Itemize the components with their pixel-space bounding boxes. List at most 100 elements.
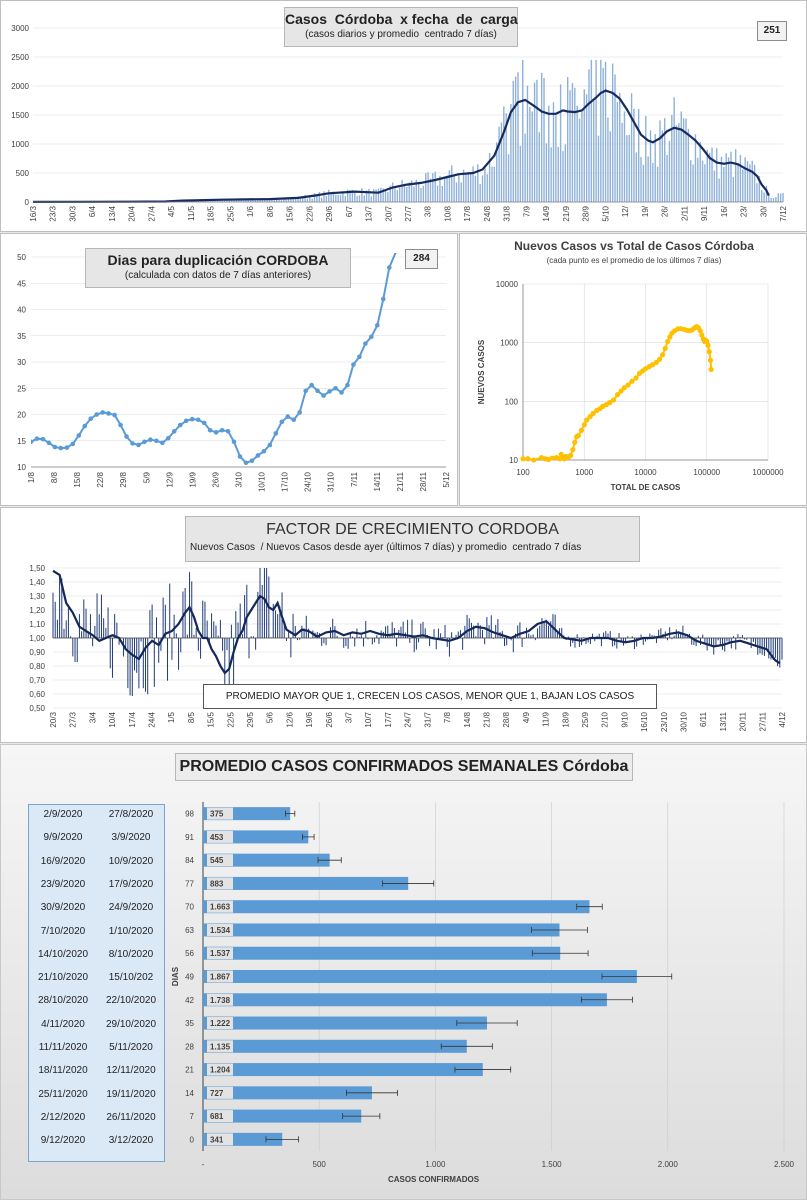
doubling-days-chart-panel: 10 15 20 25 30 35 40 45 50 1/8 8/8 15/8 22/8 29/8 5/9 1… bbox=[0, 233, 458, 506]
y-axis-title: NUEVOS CASOS bbox=[477, 339, 486, 404]
doubling-point bbox=[148, 437, 153, 442]
doubling-point bbox=[237, 454, 243, 459]
x-tick-label: 19/9 bbox=[188, 471, 197, 487]
weekly-average-title-box: PROMEDIO CASOS CONFIRMADOS SEMANALES Cór… bbox=[175, 753, 633, 781]
doubling-point bbox=[345, 382, 350, 388]
doubling-point bbox=[70, 441, 76, 447]
y-tick-label: 0,60 bbox=[29, 690, 45, 699]
trajectory-point bbox=[584, 417, 590, 423]
doubling-point bbox=[225, 429, 231, 434]
trajectory-point bbox=[625, 382, 631, 388]
x-tick-label: 5/6 bbox=[266, 711, 275, 723]
trajectory-point bbox=[659, 352, 666, 358]
doubling-point bbox=[130, 441, 135, 446]
x-tick-label: 24/7 bbox=[404, 711, 413, 727]
week-start-date: 29/10/2020 bbox=[105, 1018, 157, 1030]
x-tick-label: 16/ bbox=[720, 205, 729, 217]
doubling-point bbox=[160, 440, 165, 446]
days-label: 35 bbox=[185, 1019, 194, 1028]
y-tick-label: 0,90 bbox=[29, 648, 45, 657]
y-tick-label: 10 bbox=[17, 463, 26, 472]
value-label-box bbox=[207, 900, 233, 913]
week-start-date: 26/11/2020 bbox=[106, 1111, 156, 1123]
y-tick-label: 1,40 bbox=[29, 578, 45, 587]
doubling-point bbox=[231, 439, 237, 445]
trajectory-point bbox=[607, 400, 613, 406]
value-label: 341 bbox=[210, 1135, 224, 1144]
daily-cases-title: Casos Córdoba x fecha de carga bbox=[285, 11, 518, 27]
x-tick-label: 5/12 bbox=[442, 471, 451, 487]
weekly-average-bar bbox=[203, 1039, 467, 1053]
weekly-average-bar bbox=[203, 876, 409, 890]
week-end-date: 16/9/2020 bbox=[40, 855, 86, 867]
x-tick-label: 6/11 bbox=[699, 711, 708, 727]
trajectory-point bbox=[657, 356, 663, 362]
days-label: 14 bbox=[185, 1089, 194, 1098]
trajectory-point bbox=[697, 328, 703, 334]
y-tick-label: 15 bbox=[17, 437, 26, 446]
trajectory-point bbox=[633, 375, 639, 381]
x-tick-label: 9/10 bbox=[620, 711, 629, 727]
y-tick-label: 1,00 bbox=[29, 634, 45, 643]
weekly-average-bar bbox=[203, 853, 330, 867]
x-tick-label: 3/10 bbox=[235, 471, 244, 487]
x-tick-label: 17/4 bbox=[128, 711, 137, 727]
x-tick-label: 4/9 bbox=[522, 711, 531, 723]
doubling-point bbox=[142, 439, 147, 445]
doubling-point bbox=[261, 448, 267, 454]
days-label: 77 bbox=[185, 879, 194, 888]
trajectory-point bbox=[621, 385, 627, 391]
x-tick-label: 28/11 bbox=[419, 471, 428, 491]
x-tick-label: 20/3 bbox=[49, 711, 58, 727]
new-vs-total-chart: 10 100 1000 10000 100 1000 10000 100000 1000000 T… bbox=[477, 280, 784, 492]
doubling-point bbox=[166, 435, 171, 441]
x-tick-label: 6/4 bbox=[88, 205, 97, 217]
doubling-days-title: Dias para duplicación CORDOBA bbox=[107, 252, 329, 268]
value-label-box bbox=[207, 807, 233, 820]
days-label: 49 bbox=[185, 973, 194, 982]
x-tick-label: 19/6 bbox=[305, 711, 314, 727]
trajectory-point bbox=[525, 456, 531, 462]
doubling-point bbox=[386, 265, 392, 270]
value-label-box bbox=[207, 1017, 233, 1030]
doubling-series bbox=[31, 253, 397, 466]
growth-factor-chart: 0,50 0,60 0,70 0,80 0,90 1,00 1,10 1,20 1,30 1,40… bbox=[29, 564, 787, 732]
doubling-point bbox=[58, 445, 64, 451]
x-tick-label: 21/11 bbox=[396, 471, 405, 491]
value-label: 1.534 bbox=[210, 926, 231, 935]
doubling-point bbox=[31, 439, 34, 445]
doubling-point bbox=[100, 410, 105, 415]
week-start-date: 12/11/2020 bbox=[106, 1065, 156, 1077]
doubling-point bbox=[88, 416, 94, 421]
new-vs-total-subtitle: (cada punto es el promedio de los último… bbox=[546, 256, 722, 265]
week-end-date: 9/9/2020 bbox=[43, 832, 83, 844]
y-tick-label: 500 bbox=[16, 169, 30, 178]
doubling-point bbox=[279, 419, 285, 425]
x-tick-label: 31/7 bbox=[423, 711, 432, 727]
x-tick-label: 25/9 bbox=[581, 711, 590, 727]
weekly-average-bar bbox=[203, 1086, 372, 1100]
days-label: 0 bbox=[190, 1135, 195, 1144]
weekly-average-bar bbox=[203, 1109, 362, 1123]
x-tick-label: 24/8 bbox=[483, 205, 492, 221]
x-tick-label: 29/5 bbox=[246, 711, 255, 727]
daily-cases-badge: 251 bbox=[757, 21, 787, 41]
week-start-date: 1/10/2020 bbox=[108, 925, 154, 937]
value-label-box bbox=[207, 947, 233, 960]
doubling-days-title-box: Dias para duplicación CORDOBA (calculada… bbox=[85, 248, 351, 288]
x-tick-label: 12/6 bbox=[285, 711, 294, 727]
value-label-box bbox=[207, 877, 233, 890]
x-tick-label: 14/8 bbox=[463, 711, 472, 727]
doubling-point bbox=[52, 444, 58, 450]
doubling-days-badge: 284 bbox=[405, 249, 438, 269]
x-tick-label: 27/7 bbox=[404, 205, 413, 221]
doubling-point bbox=[327, 389, 332, 394]
daily-cases-chart-panel: 0 500 1000 1500 2000 2500 3000 16/3 23/3 30/3 6/4 1… bbox=[0, 0, 807, 232]
doubling-point bbox=[297, 410, 303, 415]
x-tick-label: 30/ bbox=[759, 205, 768, 217]
x-axis-title: TOTAL DE CASOS bbox=[611, 483, 681, 492]
y-tick-label: 30 bbox=[17, 358, 26, 367]
x-tick-label: 20/11 bbox=[739, 711, 748, 731]
trajectory-point bbox=[570, 447, 576, 453]
x-tick-label: 15/5 bbox=[207, 711, 216, 727]
